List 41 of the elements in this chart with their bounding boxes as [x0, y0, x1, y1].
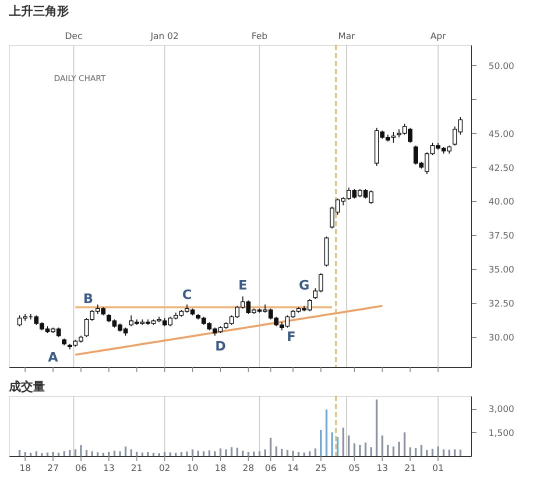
annotation: A — [48, 350, 58, 366]
x-tick-label: 28 — [242, 464, 254, 474]
y-tick-label: 3,000 — [488, 405, 515, 416]
y-tick-label: 45.00 — [488, 130, 515, 140]
x-tick-label: 27 — [47, 464, 59, 474]
y-tick-label: 50.00 — [488, 62, 515, 72]
x-tick-label: 18 — [19, 464, 32, 474]
text: Apr — [430, 32, 446, 42]
annotation: B — [83, 292, 94, 308]
x-tick-label: 13 — [376, 464, 388, 474]
x-tick-label: 06 — [75, 464, 87, 474]
x-tick-label: 06 — [264, 464, 277, 474]
annotation: E — [238, 278, 248, 294]
x-tick-label: 10 — [186, 464, 199, 474]
x-tick-label: 21 — [404, 464, 416, 474]
x-tick-label: 02 — [158, 464, 170, 474]
chart-title: 上升三角形 — [8, 4, 69, 18]
text: Jan 02 — [150, 32, 179, 42]
x-tick-label: 13 — [103, 464, 115, 474]
text: Mar — [338, 32, 356, 42]
annotation: D — [215, 340, 226, 355]
chart-title: 成交量 — [8, 379, 45, 394]
y-tick-label: 32.50 — [488, 300, 515, 310]
x-tick-label: 14 — [287, 464, 300, 474]
y-tick-label: 37.50 — [488, 232, 515, 242]
y-tick-label: 35.00 — [488, 266, 515, 276]
annotation: C — [182, 288, 192, 303]
annotation: DAILY CHART — [54, 74, 106, 83]
y-tick-label: 1,500 — [488, 428, 515, 439]
annotation: F — [286, 330, 296, 346]
annotation: G — [298, 278, 310, 294]
y-tick-label: 30.00 — [488, 334, 515, 344]
text: Feb — [252, 32, 268, 42]
x-tick-label: 25 — [315, 464, 327, 474]
x-tick-label: 01 — [432, 464, 444, 474]
y-tick-label: 42.50 — [488, 164, 515, 174]
x-tick-label: 18 — [214, 464, 226, 474]
x-tick-label: 21 — [131, 464, 142, 474]
y-tick-label: 40.00 — [488, 198, 515, 208]
text: Dec — [65, 32, 82, 42]
x-tick-label: 05 — [348, 464, 360, 474]
